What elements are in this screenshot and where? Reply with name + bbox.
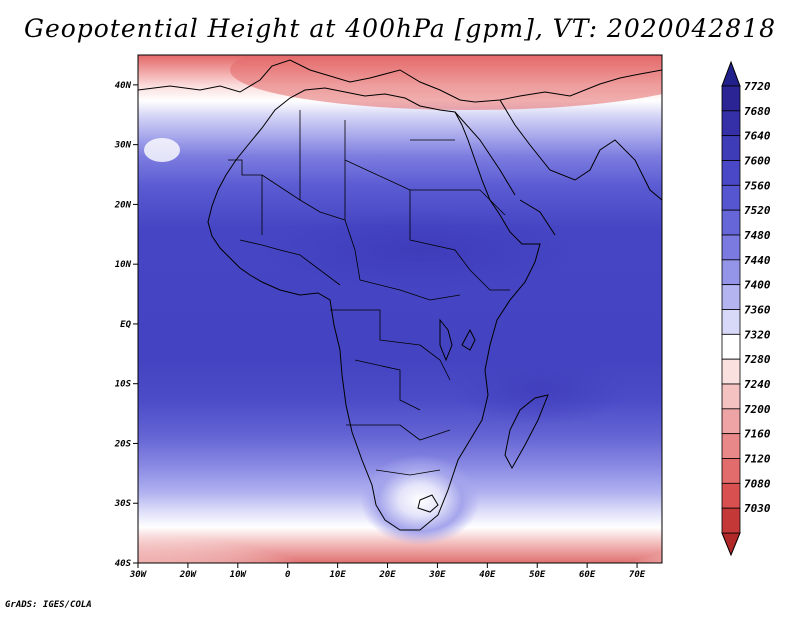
colorbar-bottom-arrow: [721, 532, 741, 557]
longitude-axis: 30W 20W 10W 0 10E 20E 30E 40E 50E 60E 70E: [129, 563, 646, 580]
lat-tick-label: 40S: [115, 559, 132, 569]
colorbar-swatch: [721, 433, 741, 459]
lon-tick-label: 50E: [529, 570, 546, 580]
colorbar-label: 7200: [744, 403, 771, 416]
height-field: [138, 55, 662, 563]
colorbar-label: 7400: [744, 279, 771, 292]
colorbar-label: 7560: [744, 179, 771, 192]
colorbar-swatch: [721, 160, 741, 186]
colorbar-swatch: [721, 383, 741, 410]
country-borders: [228, 110, 510, 476]
colorbar-swatch: [721, 507, 741, 534]
colorbar-label: 7160: [744, 428, 771, 441]
colorbar-label: 7030: [744, 502, 771, 515]
coastlines: [138, 59, 662, 531]
colorbar-label: 7120: [744, 453, 771, 466]
colorbar: 7720 7680 7640 7600 7560 7520 7480 7440 7400 7360…: [721, 60, 771, 557]
lat-tick-label: 10S: [115, 380, 132, 390]
lat-tick-label: 40N: [115, 81, 132, 91]
colorbar-swatch: [721, 184, 741, 211]
lon-tick-label: 60E: [579, 570, 596, 580]
colorbar-swatch: [721, 408, 741, 435]
lon-tick-label: 20E: [378, 570, 396, 580]
lat-tick-label: 10N: [115, 260, 132, 270]
lon-tick-label: 30W: [129, 570, 148, 580]
plot-frame: [137, 54, 663, 564]
colorbar-top-arrow: [721, 60, 741, 87]
colorbar-label: 7440: [744, 254, 771, 267]
colorbar-swatch: [721, 209, 741, 236]
colorbar-label: 7640: [744, 130, 771, 143]
colorbar-label: 7080: [744, 477, 771, 490]
lat-tick-label: 20S: [114, 439, 132, 449]
colorbar-label: 7320: [744, 328, 771, 341]
grads-credit: GrADS: IGES/COLA: [5, 600, 92, 610]
colorbar-swatch: [721, 259, 741, 286]
colorbar-swatch: [721, 458, 741, 484]
colorbar-swatch: [721, 333, 741, 360]
lon-tick-label: 10W: [230, 570, 248, 580]
colorbar-swatch: [721, 358, 741, 385]
lon-tick-label: 20W: [179, 570, 198, 580]
lon-tick-label: 10E: [329, 570, 346, 580]
lat-tick-label: EQ: [120, 320, 131, 330]
lat-tick-label: 30N: [114, 141, 132, 151]
colorbar-swatch: [721, 309, 741, 335]
lon-tick-label: 40E: [479, 570, 496, 580]
colorbar-label: 7520: [744, 204, 771, 217]
colorbar-label: 7600: [744, 155, 771, 168]
map-title: Geopotential Height at 400hPa [gpm], VT:…: [23, 14, 777, 43]
colorbar-label: 7680: [744, 105, 771, 118]
colorbar-swatch: [721, 482, 741, 509]
colorbar-label: 7240: [744, 378, 771, 391]
colorbar-label: 7280: [744, 353, 771, 366]
latitude-axis: 40N 30N 20N 10N EQ 10S 20S 30S 40S: [114, 81, 138, 569]
colorbar-swatch: [721, 85, 741, 112]
lat-tick-label: 20N: [114, 200, 132, 210]
colorbar-label: 7360: [744, 304, 771, 317]
colorbar-swatch: [721, 234, 741, 261]
lat-tick-label: 30S: [114, 499, 132, 509]
colorbar-swatch: [721, 284, 741, 310]
colorbar-label: 7720: [744, 80, 771, 93]
lon-tick-label: 30E: [428, 570, 446, 580]
lon-tick-label: 70E: [629, 570, 646, 580]
colorbar-label: 7480: [744, 229, 771, 242]
lon-tick-label: 0: [285, 570, 291, 580]
colorbar-swatch: [721, 135, 741, 161]
colorbar-swatch: [721, 110, 741, 137]
